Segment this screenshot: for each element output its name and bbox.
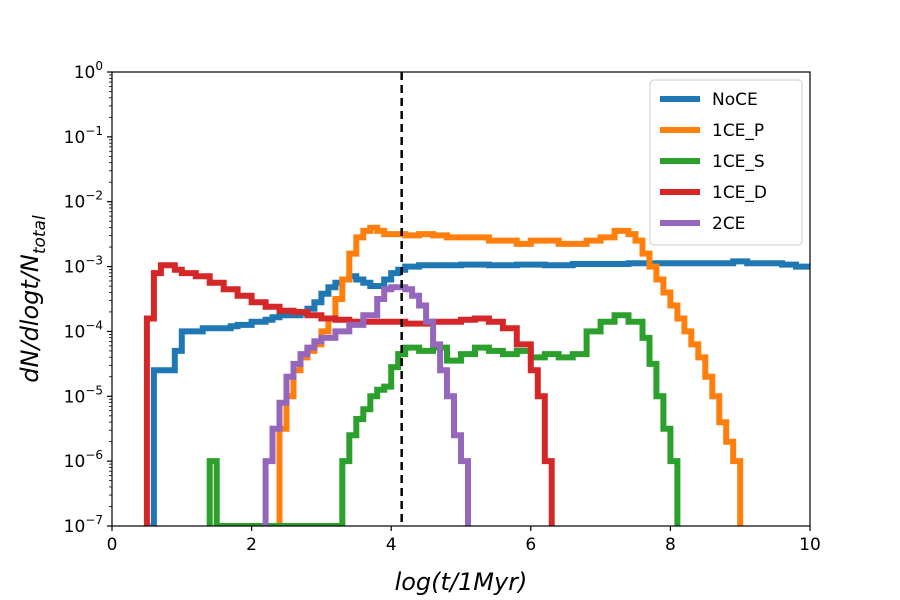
x-tick-label: 4 <box>386 535 397 555</box>
plot-frame <box>111 71 811 527</box>
series-line-2ce <box>262 284 471 526</box>
legend-box <box>649 79 803 246</box>
x-tick-label: 0 <box>107 535 118 555</box>
y-tick-label: 10−6 <box>64 448 103 472</box>
legend-label: 1CE_S <box>712 152 765 172</box>
x-tick-label: 2 <box>246 535 257 555</box>
y-tick-label: 10−7 <box>64 513 103 537</box>
series-line-1ce-p <box>272 224 744 526</box>
y-tick-label: 10−2 <box>64 189 103 213</box>
y-axis-label-main: dN/dlogt/N <box>16 254 44 383</box>
x-axis-label: log(t/1Myr) <box>395 568 528 596</box>
x-tick-label: 6 <box>525 535 536 555</box>
series-layer <box>143 224 810 526</box>
legend-label: 1CE_D <box>712 183 767 203</box>
legend-label: 2CE <box>712 214 745 234</box>
series-line-1ce-d <box>143 262 555 526</box>
series-line-1ce-s <box>206 312 681 526</box>
legend: NoCE 1CE_P 1CE_S 1CE_D 2CE <box>649 79 803 246</box>
y-axis-label: dN/dlogt/Ntotal <box>16 215 50 383</box>
legend-label: NoCE <box>712 90 758 110</box>
y-tick-label: 10−4 <box>64 318 103 342</box>
y-tick-label: 10−3 <box>64 254 103 278</box>
x-tick-label: 10 <box>799 535 821 555</box>
legend-label: 1CE_P <box>712 121 764 141</box>
axis-ticks: 0 2 4 6 8 10 10−7 10−6 10−5 10−4 10−3 10−2 10−1 100 <box>64 59 821 555</box>
y-axis-label-subscript: total <box>30 215 50 254</box>
x-tick-label: 8 <box>665 535 676 555</box>
y-tick-label: 100 <box>74 59 103 83</box>
y-tick-label: 10−1 <box>64 124 103 148</box>
y-tick-label: 10−5 <box>64 383 103 407</box>
